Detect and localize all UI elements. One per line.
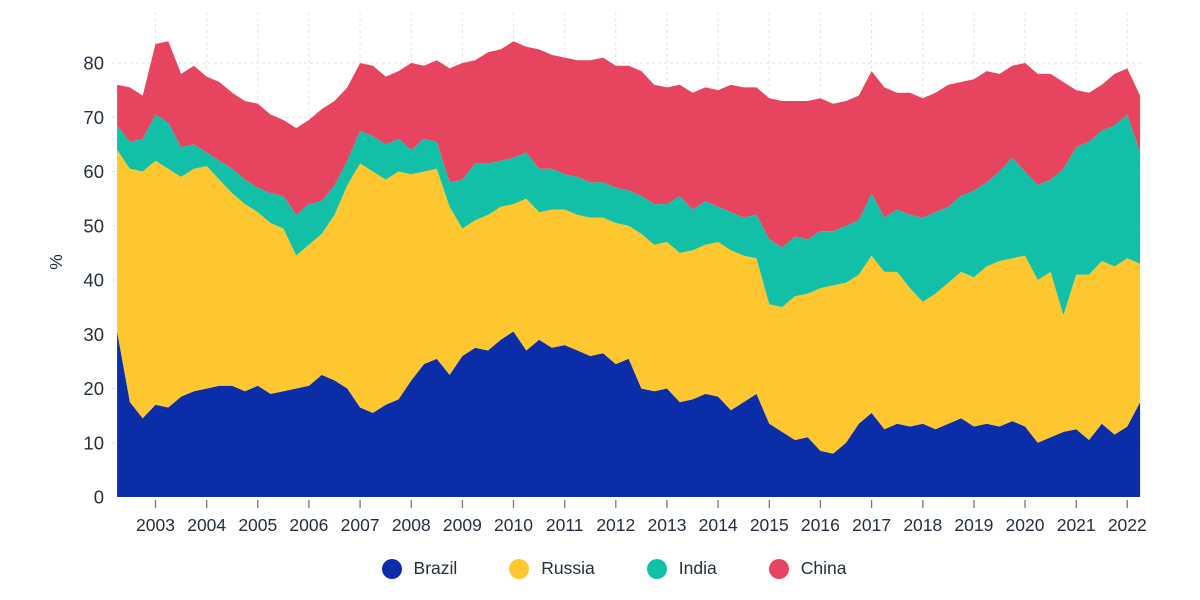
y-tick-label: 20: [83, 378, 104, 399]
y-tick-label: 30: [83, 324, 104, 345]
x-tick-label: 2009: [443, 515, 482, 535]
x-tick-label: 2022: [1108, 515, 1147, 535]
legend-label: China: [800, 558, 847, 579]
y-tick-label: 70: [83, 107, 104, 128]
area-russia: [117, 149, 1141, 454]
legend-item-brazil: Brazil: [381, 558, 458, 579]
y-tick-label: 60: [83, 161, 104, 182]
x-tick-label: 2020: [1006, 515, 1045, 535]
x-tick-label: 2004: [187, 515, 226, 535]
x-tick-label: 2014: [699, 515, 738, 535]
chart-canvas: 2003 2004 2005 2006 2007 2008 2009 2010 2011 2012…: [46, 12, 1147, 536]
legend-item-china: China: [768, 558, 847, 579]
area-china: [117, 41, 1141, 248]
legend-dot-brazil: [381, 559, 402, 579]
x-tick-label: 2019: [954, 515, 993, 535]
y-tick-label: 0: [94, 487, 104, 508]
area-brazil: [117, 331, 1141, 497]
legend-dot-india: [646, 559, 667, 579]
x-tick-label: 2007: [341, 515, 380, 535]
x-tick-label: 2012: [596, 515, 635, 535]
x-tick-label: 2005: [238, 515, 277, 535]
legend-dot-russia: [509, 559, 530, 579]
x-tick-label: 2017: [852, 515, 891, 535]
area-india: [117, 114, 1141, 316]
y-tick-label: 80: [83, 53, 104, 74]
y-tick-label: 10: [83, 432, 104, 453]
x-tick-label: 2021: [1057, 515, 1096, 535]
x-tick-label: 2015: [750, 515, 789, 535]
legend-item-russia: Russia: [509, 559, 595, 579]
legend-label: India: [678, 558, 717, 579]
area-series: [117, 41, 1141, 497]
legend-label: Russia: [541, 558, 595, 579]
x-tick-label: 2008: [392, 515, 431, 535]
legend-label: Brazil: [413, 558, 458, 579]
axes: 2003 2004 2005 2006 2007 2008 2009 2010 2011 2012…: [83, 53, 1146, 536]
x-tick-label: 2011: [546, 515, 584, 535]
x-tick-label: 2010: [494, 515, 533, 535]
y-tick-label: 40: [83, 270, 104, 291]
y-axis-title: %: [46, 254, 66, 270]
x-tick-label: 2003: [136, 515, 175, 535]
x-tick-label: 2016: [801, 515, 840, 535]
legend-dot-china: [768, 559, 789, 579]
legend: Brazil Russia India China: [0, 551, 1200, 587]
legend-item-india: India: [646, 558, 717, 579]
y-tick-label: 50: [83, 215, 104, 236]
x-tick-label: 2013: [648, 515, 687, 535]
x-tick-label: 2006: [289, 515, 328, 535]
x-tick-label: 2018: [903, 515, 942, 535]
